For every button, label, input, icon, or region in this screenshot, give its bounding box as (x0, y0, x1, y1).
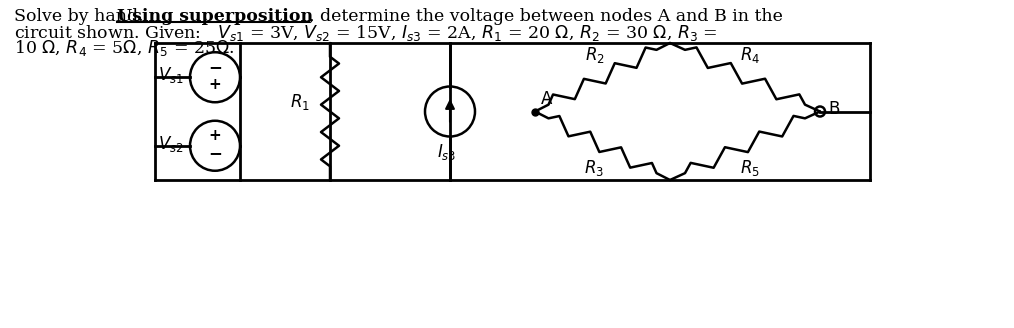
Text: 10 $\Omega$, $R_4$ = 5$\Omega$, $R_5$ = 25$\Omega$.: 10 $\Omega$, $R_4$ = 5$\Omega$, $R_5$ = … (14, 38, 234, 58)
Text: $V_{s2}$: $V_{s2}$ (158, 134, 184, 154)
Text: $V_{s1}$: $V_{s1}$ (158, 65, 184, 85)
Text: −: − (208, 144, 222, 162)
Text: $R_2$: $R_2$ (585, 45, 604, 65)
Text: $R_1$: $R_1$ (290, 92, 310, 112)
Text: $R_4$: $R_4$ (740, 45, 760, 65)
Text: , determine the voltage between nodes A and B in the: , determine the voltage between nodes A … (309, 8, 783, 25)
Text: circuit shown. Given:   $V_{s1}$ = 3V, $V_{s2}$ = 15V, $I_{s3}$ = 2A, $R_1$ = 20: circuit shown. Given: $V_{s1}$ = 3V, $V_… (14, 23, 718, 43)
Text: −: − (208, 58, 222, 76)
Text: $R_5$: $R_5$ (740, 158, 759, 178)
Text: B: B (828, 100, 840, 118)
Text: $R_3$: $R_3$ (584, 158, 604, 178)
Text: Solve by hand.: Solve by hand. (14, 8, 154, 25)
Text: +: + (209, 77, 221, 92)
Text: Using superposition: Using superposition (117, 8, 313, 25)
Text: $I_{s3}$: $I_{s3}$ (437, 142, 456, 162)
Text: +: + (209, 128, 221, 143)
Text: A: A (541, 90, 553, 108)
